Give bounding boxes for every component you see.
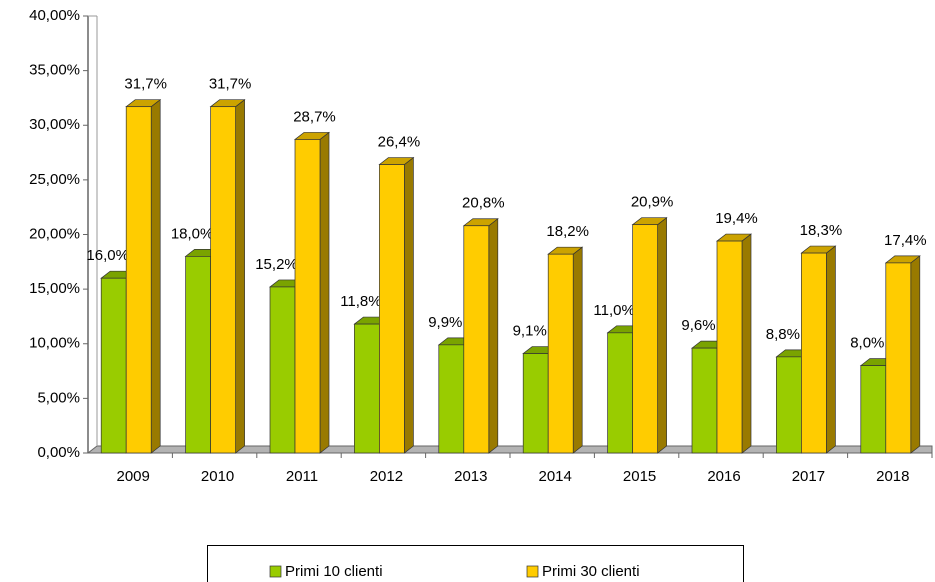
bar-side — [319, 131, 330, 454]
value-label: 9,9% — [428, 314, 462, 331]
bar-side — [404, 156, 414, 454]
value-label: 11,8% — [340, 293, 381, 310]
bar-side — [657, 216, 667, 454]
value-label: 18,0% — [171, 225, 214, 242]
value-label: 9,1% — [513, 323, 547, 340]
bar — [185, 256, 211, 454]
bar — [294, 139, 321, 454]
legend-label: Primi 30 clienti — [542, 563, 640, 580]
value-label: 8,0% — [850, 335, 884, 352]
bar — [716, 240, 743, 454]
bar — [210, 106, 236, 454]
x-tick-label: 2009 — [117, 468, 150, 485]
value-label: 28,7% — [293, 108, 336, 125]
bar — [776, 356, 802, 454]
bar-side — [235, 98, 245, 454]
value-label: 15,2% — [255, 256, 298, 273]
value-label: 18,3% — [800, 222, 843, 239]
value-label: 31,7% — [209, 76, 252, 93]
bar-side — [488, 218, 499, 454]
bar — [632, 224, 658, 454]
y-tick-label: 30,00% — [29, 116, 80, 133]
x-tick-label: 2016 — [707, 468, 740, 485]
legend-swatch — [269, 565, 282, 578]
x-tick-label: 2015 — [623, 468, 656, 485]
bar — [607, 332, 633, 454]
value-label: 20,8% — [462, 195, 505, 212]
bar-side — [826, 245, 836, 454]
bar — [691, 347, 718, 454]
y-tick-label: 0,00% — [37, 444, 80, 461]
y-tick-label: 15,00% — [29, 280, 80, 297]
value-label: 26,4% — [378, 134, 421, 151]
bar — [354, 323, 380, 454]
value-label: 18,2% — [546, 223, 589, 240]
x-tick-label: 2010 — [201, 468, 234, 485]
value-label: 8,8% — [766, 326, 800, 343]
y-tick-label: 20,00% — [29, 225, 80, 242]
value-label: 20,9% — [631, 194, 674, 211]
y-tick-label: 40,00% — [29, 7, 80, 24]
legend-label: Primi 10 clienti — [285, 563, 383, 580]
bar — [801, 252, 827, 454]
bar — [885, 262, 912, 454]
x-tick-label: 2012 — [370, 468, 403, 485]
value-label: 11,0% — [593, 302, 634, 319]
bar — [125, 106, 152, 454]
x-tick-label: 2017 — [792, 468, 825, 485]
value-label: 16,0% — [86, 247, 129, 264]
y-tick-label: 5,00% — [37, 389, 80, 406]
value-label: 9,6% — [681, 317, 715, 334]
bar — [522, 353, 549, 454]
bar-side — [572, 246, 583, 454]
bar-side — [741, 233, 752, 454]
bar-side — [910, 255, 921, 454]
legend-box — [207, 545, 744, 582]
bar — [269, 286, 296, 454]
bar — [463, 225, 490, 454]
x-tick-label: 2014 — [539, 468, 572, 485]
value-label: 17,4% — [884, 232, 927, 249]
bar — [438, 344, 465, 454]
value-label: 19,4% — [715, 210, 758, 227]
bar — [100, 277, 127, 454]
bar — [547, 253, 574, 454]
y-tick-label: 35,00% — [29, 62, 80, 79]
bar — [860, 365, 887, 454]
x-tick-label: 2018 — [876, 468, 909, 485]
bar-side — [150, 98, 161, 454]
bar — [379, 164, 405, 454]
value-label: 31,7% — [124, 76, 167, 93]
x-tick-label: 2011 — [286, 468, 318, 485]
y-tick-label: 25,00% — [29, 171, 80, 188]
y-tick-label: 10,00% — [29, 335, 80, 352]
legend-swatch — [526, 565, 539, 578]
x-tick-label: 2013 — [454, 468, 487, 485]
